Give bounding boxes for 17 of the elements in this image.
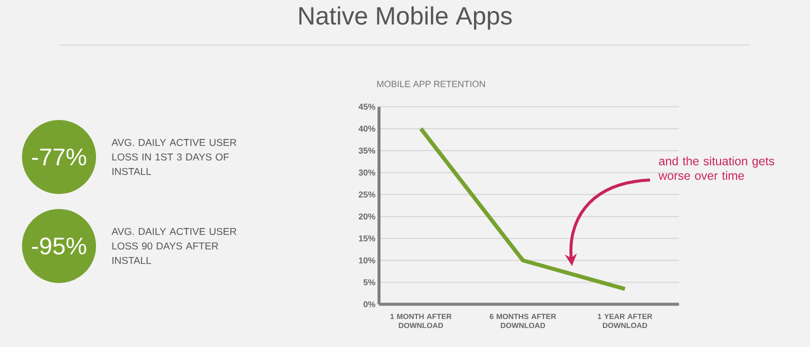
y-tick-label: 40% (358, 126, 376, 132)
y-tick-label: 5% (363, 279, 376, 286)
y-tick-label: 0% (364, 301, 376, 308)
text: AVG. DAILY ACTIVE USER LOSS IN 1ST 3 DAYS OF INSTALL (112, 138, 236, 176)
text: -95% (32, 238, 86, 254)
annotation: and the situation gets worse over time (658, 156, 774, 180)
chart-subtitle: MOBILE APP RETENTION (377, 80, 485, 88)
y-tick-label: 25% (358, 192, 376, 198)
y-tick-label: 20% (358, 213, 376, 220)
y-tick-label: 15% (358, 235, 376, 242)
y-tick-label: 10% (358, 257, 376, 264)
text: AVG. DAILY ACTIVE USER LOSS 90 DAYS AFTER INSTALL (112, 228, 236, 264)
y-tick-label: 45% (358, 104, 376, 110)
y-tick-label: 30% (358, 170, 376, 176)
y-tick-label: 35% (358, 148, 376, 154)
text: -77% (32, 148, 86, 166)
chart-title: Native Mobile Apps (299, 6, 512, 30)
